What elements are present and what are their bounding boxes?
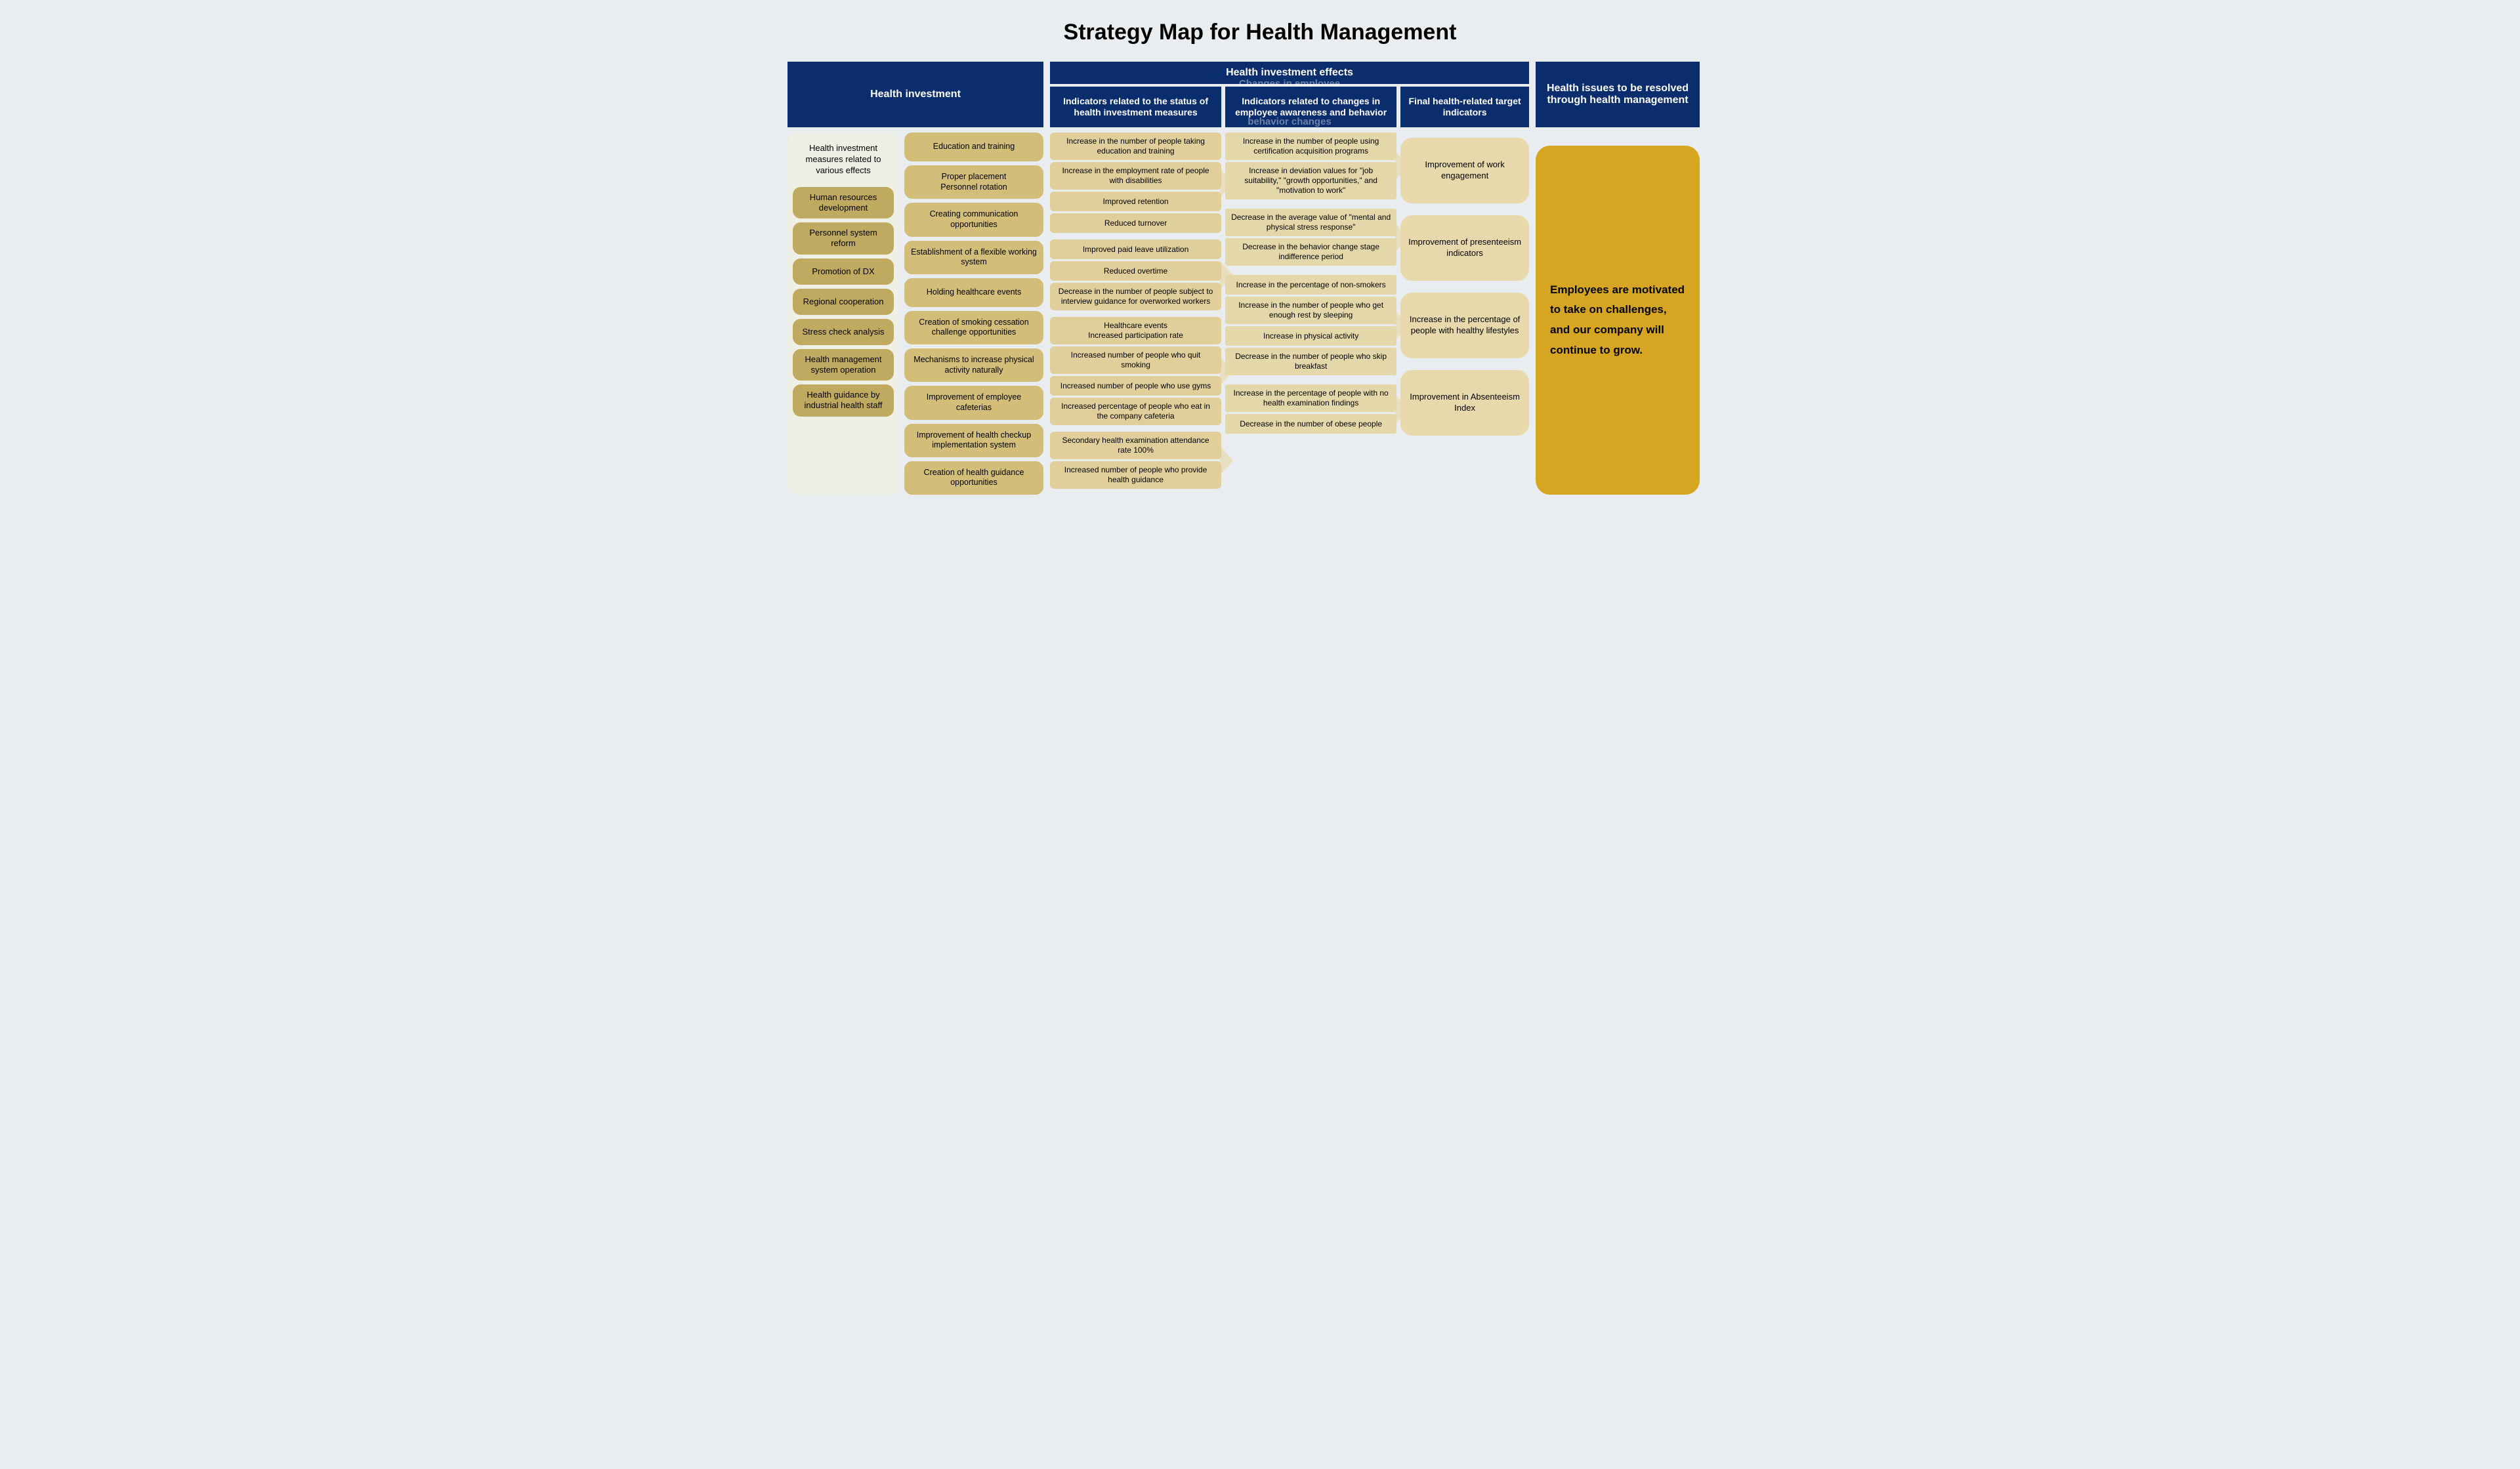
subheader-status-indicators: Indicators related to the status of heal… xyxy=(1050,87,1221,127)
investment-area-pill: Human resources development xyxy=(793,187,894,219)
status-indicator-pill: Reduced overtime xyxy=(1050,261,1221,281)
awareness-indicator-pill: Decrease in the number of people who ski… xyxy=(1225,348,1396,375)
status-indicator-pill: Decrease in the number of people subject… xyxy=(1050,283,1221,310)
status-indicator-group: Secondary health examination attendance … xyxy=(1050,432,1221,489)
final-indicator-pill: Improvement of presenteeism indicators xyxy=(1400,215,1529,281)
status-indicator-pill: Increased percentage of people who eat i… xyxy=(1050,398,1221,425)
awareness-indicator-pill: Decrease in the number of obese people xyxy=(1225,414,1396,434)
investment-measure-pill: Improvement of health checkup implementa… xyxy=(904,424,1043,457)
flow-chevron-icon xyxy=(1220,446,1233,475)
header-health-issues: Health issues to be resolved through hea… xyxy=(1536,62,1700,127)
subheader-awareness-indicators: Indicators related to changes in employe… xyxy=(1225,87,1396,127)
header-health-investment: Health investment xyxy=(788,62,1043,127)
investment-area-pill: Health guidance by industrial health sta… xyxy=(793,384,894,417)
awareness-indicator-group: Increase in the percentage of non-smoker… xyxy=(1225,275,1396,375)
investment-area-pill: Promotion of DX xyxy=(793,259,894,285)
awareness-indicator-pill: Decrease in the behavior change stage in… xyxy=(1225,238,1396,266)
col2-final-indicators: Improvement of work engagement Improvemen… xyxy=(1400,133,1529,495)
status-indicator-pill: Improved retention xyxy=(1050,192,1221,211)
status-indicator-pill: Increase in the number of people taking … xyxy=(1050,133,1221,160)
investment-measure-pill: Creation of smoking cessation challenge … xyxy=(904,311,1043,344)
investment-measure-pill: Education and training xyxy=(904,133,1043,161)
status-indicator-group: Healthcare events Increased participatio… xyxy=(1050,317,1221,425)
header-effects-column: Health investment effects Changes in emp… xyxy=(1050,62,1529,127)
awareness-indicator-group: Increase in the percentage of people wit… xyxy=(1225,384,1396,434)
col-effects: Increase in the number of people taking … xyxy=(1050,133,1529,495)
investment-area-pill: Personnel system reform xyxy=(793,222,894,255)
investment-measure-pill: Creation of health guidance opportunitie… xyxy=(904,461,1043,495)
col2-awareness-indicators: Increase in the number of people using c… xyxy=(1225,133,1396,495)
strategy-map: Strategy Map for Health Management Healt… xyxy=(788,20,1732,495)
status-indicator-group: Improved paid leave utilizationReduced o… xyxy=(1050,239,1221,310)
goal-text: Employees are motivated to take on chall… xyxy=(1536,146,1700,495)
status-indicator-group: Increase in the number of people taking … xyxy=(1050,133,1221,233)
awareness-indicator-pill: Increase in the percentage of people wit… xyxy=(1225,384,1396,412)
final-indicator-pill: Improvement in Absenteeism Index xyxy=(1400,370,1529,436)
investment-area-pill: Stress check analysis xyxy=(793,319,894,345)
status-indicator-pill: Increased number of people who use gyms xyxy=(1050,376,1221,396)
sub-headers: behavior changes Indicators related to t… xyxy=(1050,87,1529,127)
status-indicator-pill: Improved paid leave utilization xyxy=(1050,239,1221,259)
col1-right-list: Education and training Proper placement P… xyxy=(904,133,1043,495)
awareness-indicator-pill: Increase in the percentage of non-smoker… xyxy=(1225,275,1396,295)
body-row: Health investment measures related to va… xyxy=(788,133,1732,495)
final-indicator-pill: Increase in the percentage of people wit… xyxy=(1400,293,1529,358)
col1-left-title: Health investment measures related to va… xyxy=(793,139,894,183)
page-title: Strategy Map for Health Management xyxy=(788,20,1732,45)
col1-left-list: Human resources developmentPersonnel sys… xyxy=(793,187,894,417)
header-effects-title: Health investment effects xyxy=(1226,67,1353,79)
awareness-indicator-pill: Decrease in the average value of "mental… xyxy=(1225,209,1396,236)
final-indicator-pill: Improvement of work engagement xyxy=(1400,138,1529,203)
investment-area-pill: Regional cooperation xyxy=(793,289,894,315)
investment-area-pill: Health management system operation xyxy=(793,349,894,381)
header-effects-top: Health investment effects Changes in emp… xyxy=(1050,62,1529,84)
awareness-indicator-pill: Increase in deviation values for "job su… xyxy=(1225,162,1396,199)
awareness-indicator-group: Increase in the number of people using c… xyxy=(1225,133,1396,199)
col-health-investment: Health investment measures related to va… xyxy=(788,133,1043,495)
awareness-indicator-pill: Increase in the number of people using c… xyxy=(1225,133,1396,160)
status-indicator-pill: Reduced turnover xyxy=(1050,213,1221,233)
status-indicator-pill: Increase in the employment rate of peopl… xyxy=(1050,162,1221,190)
col-goal: Employees are motivated to take on chall… xyxy=(1536,133,1700,495)
investment-measure-pill: Holding healthcare events xyxy=(904,278,1043,307)
col1-left-panel: Health investment measures related to va… xyxy=(788,133,899,495)
investment-measure-pill: Proper placement Personnel rotation xyxy=(904,165,1043,199)
awareness-indicator-pill: Increase in physical activity xyxy=(1225,326,1396,346)
subheader-final-indicators: Final health-related target indicators xyxy=(1400,87,1529,127)
col2-status-indicators: Increase in the number of people taking … xyxy=(1050,133,1221,495)
status-indicator-pill: Secondary health examination attendance … xyxy=(1050,432,1221,459)
investment-measure-pill: Establishment of a flexible working syst… xyxy=(904,241,1043,274)
investment-measure-pill: Mechanisms to increase physical activity… xyxy=(904,348,1043,382)
awareness-indicator-group: Decrease in the average value of "mental… xyxy=(1225,209,1396,266)
status-indicator-pill: Increased number of people who quit smok… xyxy=(1050,346,1221,374)
investment-measure-pill: Creating communication opportunities xyxy=(904,203,1043,236)
investment-measure-pill: Improvement of employee cafeterias xyxy=(904,386,1043,419)
header-row: Health investment Health investment effe… xyxy=(788,62,1732,127)
awareness-indicator-pill: Increase in the number of people who get… xyxy=(1225,297,1396,324)
status-indicator-pill: Increased number of people who provide h… xyxy=(1050,461,1221,489)
status-indicator-pill: Healthcare events Increased participatio… xyxy=(1050,317,1221,344)
